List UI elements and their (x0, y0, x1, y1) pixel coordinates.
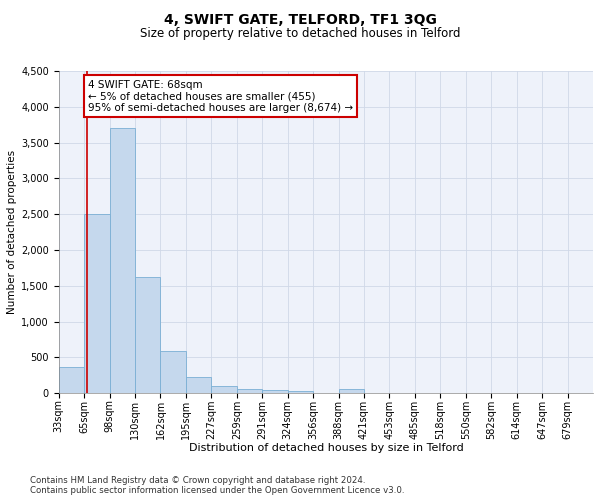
Text: Contains HM Land Registry data © Crown copyright and database right 2024.: Contains HM Land Registry data © Crown c… (30, 476, 365, 485)
X-axis label: Distribution of detached houses by size in Telford: Distribution of detached houses by size … (188, 443, 463, 453)
Bar (237, 389, 262, 393)
Bar (135, 277, 160, 393)
Text: 4, SWIFT GATE, TELFORD, TF1 3QG: 4, SWIFT GATE, TELFORD, TF1 3QG (164, 12, 436, 26)
Bar (338, 389, 364, 393)
Bar (211, 386, 237, 393)
Text: Size of property relative to detached houses in Telford: Size of property relative to detached ho… (140, 28, 460, 40)
Bar (59, 366, 84, 393)
Bar (186, 376, 211, 393)
Text: 4 SWIFT GATE: 68sqm
← 5% of detached houses are smaller (455)
95% of semi-detach: 4 SWIFT GATE: 68sqm ← 5% of detached hou… (88, 80, 353, 112)
Bar (110, 128, 135, 393)
Y-axis label: Number of detached properties: Number of detached properties (7, 150, 17, 314)
Text: Contains public sector information licensed under the Open Government Licence v3: Contains public sector information licen… (30, 486, 404, 495)
Bar (288, 390, 313, 393)
Bar (262, 390, 288, 393)
Bar (160, 351, 186, 393)
Bar (84, 214, 110, 393)
